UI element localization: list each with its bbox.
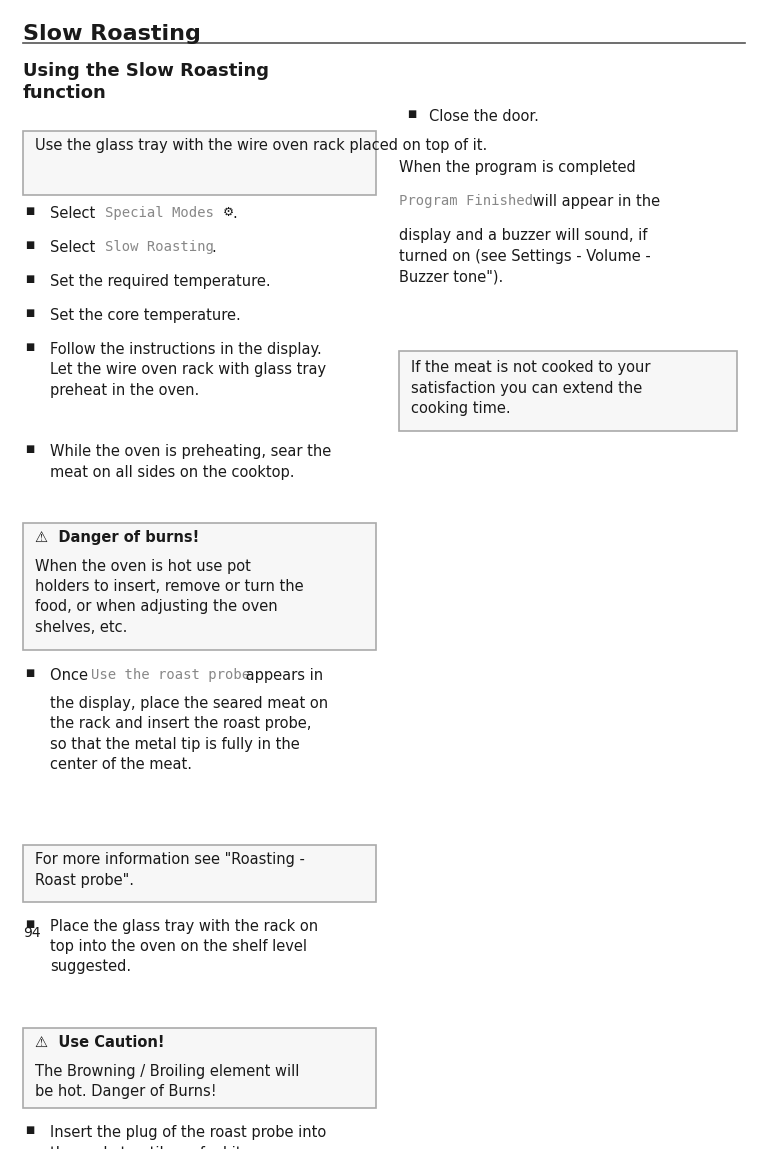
Text: ■: ■ <box>25 445 35 454</box>
Text: The Browning / Broiling element will
be hot. Danger of Burns!: The Browning / Broiling element will be … <box>35 1064 299 1100</box>
Text: Insert the plug of the roast probe into
the socket until you feel it engage.: Insert the plug of the roast probe into … <box>50 1125 326 1149</box>
Text: ⚙: ⚙ <box>219 206 234 218</box>
Text: will appear in the: will appear in the <box>528 194 660 209</box>
Text: the display, place the seared meat on
the rack and insert the roast probe,
so th: the display, place the seared meat on th… <box>50 696 328 772</box>
Text: ■: ■ <box>25 919 35 928</box>
Text: Set the required temperature.: Set the required temperature. <box>50 273 270 288</box>
Text: Follow the instructions in the display.
Let the wire oven rack with glass tray
p: Follow the instructions in the display. … <box>50 342 326 398</box>
Text: ■: ■ <box>25 206 35 216</box>
FancyBboxPatch shape <box>23 131 376 195</box>
Text: Use the glass tray with the wire oven rack placed on top of it.: Use the glass tray with the wire oven ra… <box>35 138 487 153</box>
Text: ■: ■ <box>25 1125 35 1135</box>
Text: ■: ■ <box>25 308 35 318</box>
FancyBboxPatch shape <box>399 350 737 432</box>
Text: ⚠  Use Caution!: ⚠ Use Caution! <box>35 1035 164 1050</box>
FancyBboxPatch shape <box>23 1028 376 1109</box>
Text: Using the Slow Roasting
function: Using the Slow Roasting function <box>23 62 269 102</box>
Text: Place the glass tray with the rack on
top into the oven on the shelf level
sugge: Place the glass tray with the rack on to… <box>50 919 318 974</box>
Text: Select: Select <box>50 240 100 255</box>
Text: If the meat is not cooked to your
satisfaction you can extend the
cooking time.: If the meat is not cooked to your satisf… <box>411 361 650 416</box>
Text: ■: ■ <box>25 668 35 678</box>
Text: While the oven is preheating, sear the
meat on all sides on the cooktop.: While the oven is preheating, sear the m… <box>50 445 331 479</box>
Text: .: . <box>232 206 237 221</box>
Text: display and a buzzer will sound, if
turned on (see Settings - Volume -
Buzzer to: display and a buzzer will sound, if turn… <box>399 229 651 284</box>
Text: .: . <box>211 240 216 255</box>
Text: ■: ■ <box>25 273 35 284</box>
Text: ⚠  Danger of burns!: ⚠ Danger of burns! <box>35 530 199 545</box>
Text: Set the core temperature.: Set the core temperature. <box>50 308 240 323</box>
Text: 94: 94 <box>23 925 41 940</box>
Text: appears in: appears in <box>241 668 323 683</box>
Text: Close the door.: Close the door. <box>429 109 538 124</box>
Text: When the oven is hot use pot
holders to insert, remove or turn the
food, or when: When the oven is hot use pot holders to … <box>35 558 303 634</box>
FancyBboxPatch shape <box>23 523 376 650</box>
Text: Select: Select <box>50 206 100 221</box>
FancyBboxPatch shape <box>23 845 376 902</box>
Text: Use the roast probe: Use the roast probe <box>91 668 250 681</box>
Text: When the program is completed: When the program is completed <box>399 160 636 175</box>
Text: ■: ■ <box>25 240 35 249</box>
Text: Special Modes: Special Modes <box>105 206 214 219</box>
Text: Slow Roasting: Slow Roasting <box>23 24 201 44</box>
Text: Slow Roasting: Slow Roasting <box>105 240 214 254</box>
Text: Once: Once <box>50 668 93 683</box>
Text: ■: ■ <box>25 342 35 352</box>
Text: ■: ■ <box>407 109 416 118</box>
Text: Program Finished: Program Finished <box>399 194 533 208</box>
Text: For more information see "Roasting -
Roast probe".: For more information see "Roasting - Roa… <box>35 853 304 888</box>
